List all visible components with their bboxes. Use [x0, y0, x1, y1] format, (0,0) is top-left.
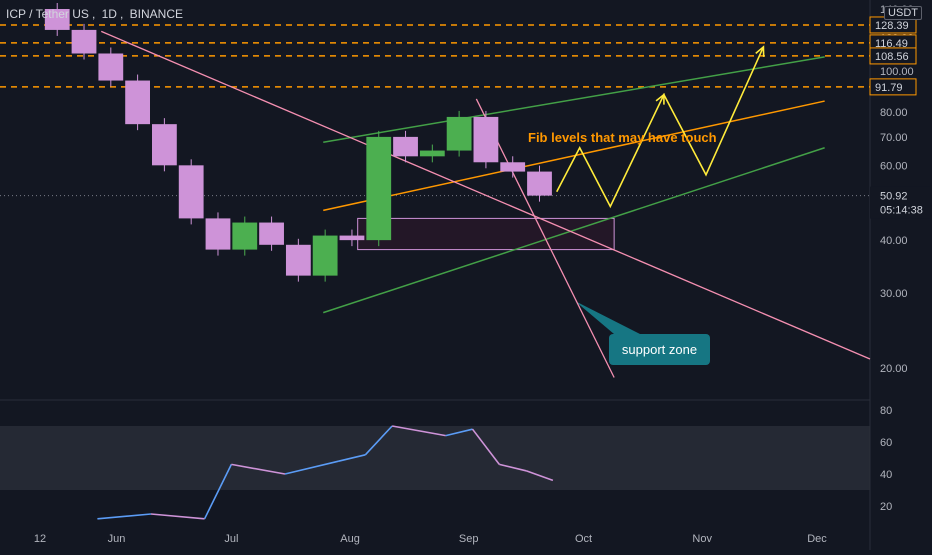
rsi-band [0, 426, 870, 490]
candle-body [500, 162, 526, 172]
rsi-segment [364, 425, 393, 456]
price-tick-label: 30.00 [880, 288, 908, 300]
rsi-segment [231, 463, 286, 475]
support-zone-callout: support zone [609, 334, 710, 365]
rsi-segment [284, 460, 339, 475]
x-tick-label: Jun [108, 533, 126, 545]
x-tick-label: Jul [224, 533, 238, 545]
fib-level-tag [869, 47, 917, 65]
candle-body [178, 165, 204, 219]
candle-body [393, 136, 418, 157]
candle-body [71, 29, 97, 54]
rsi-segment [150, 513, 205, 520]
candle-body [366, 136, 392, 241]
last-price-label: 50.92 [880, 191, 908, 203]
steep-trendline [475, 98, 615, 378]
chart-title: ICP / Tether US, 1D, BINANCE [6, 7, 183, 21]
interval-label: 1D [101, 7, 117, 21]
fib-level-label: 91.79 [875, 82, 903, 94]
projection-path [556, 46, 765, 209]
price-tick-label: 100.00 [880, 66, 914, 78]
projection-arrowhead [755, 45, 765, 57]
callout-pointer [575, 301, 640, 334]
price-tick-label: 20.00 [880, 363, 908, 375]
rsi-segment [445, 428, 473, 437]
price-tick-label: 40.00 [880, 235, 908, 247]
rsi-tick-label: 40 [880, 469, 892, 481]
price-tick-label: 60.00 [880, 160, 908, 172]
rsi-tick-label: 60 [880, 437, 892, 449]
exchange-label: BINANCE [129, 7, 183, 21]
candle-body [473, 116, 499, 163]
rsi-segment [338, 454, 366, 462]
rsi-segment [97, 513, 152, 520]
candle-body [419, 150, 445, 157]
candle-body [205, 218, 231, 250]
candle-body [527, 171, 552, 196]
channel-lower-line [323, 147, 825, 314]
descending-trendline [100, 30, 871, 360]
rsi-segment [499, 463, 527, 472]
candle-body [446, 116, 472, 151]
price-tick-label: 80.00 [880, 107, 908, 119]
x-tick-label: Aug [340, 533, 360, 545]
x-tick-label: Oct [575, 533, 592, 545]
candle-body [339, 235, 365, 241]
rsi-segment [203, 464, 233, 520]
fib-level-label: 128.39 [875, 20, 909, 32]
candle-body [232, 222, 258, 250]
candle-body [44, 9, 70, 30]
channel-mid-line [323, 100, 825, 212]
rsi-tick-label: 80 [880, 405, 892, 417]
candle-body [98, 53, 124, 81]
rsi-segment [391, 425, 446, 437]
last-price-tag [870, 186, 930, 219]
fib-level-tag [869, 78, 917, 96]
x-tick-label: 12 [34, 533, 46, 545]
candle-body [285, 244, 311, 276]
fib-level-label: 116.49 [875, 38, 908, 50]
price-tick-label: 70.00 [880, 132, 908, 144]
rsi-segment [525, 470, 554, 482]
projection-arrowhead [655, 93, 665, 105]
candle-body [259, 222, 284, 245]
x-tick-label: Nov [692, 533, 712, 545]
symbol-label: ICP / Tether US [6, 7, 89, 21]
candle-body [312, 235, 338, 276]
channel-upper-line [323, 56, 825, 143]
x-tick-label: Dec [807, 533, 827, 545]
candle-body [152, 124, 177, 166]
rsi-tick-label: 20 [880, 501, 892, 513]
candle-body [125, 80, 150, 125]
support-zone-box [357, 217, 615, 251]
fib-level-label: 108.56 [875, 51, 909, 63]
rsi-segment [471, 428, 500, 465]
x-tick-label: Sep [459, 533, 479, 545]
fib-note-annotation: Fib levels that may have touch [528, 130, 717, 145]
countdown-label: 05:14:38 [880, 205, 923, 217]
currency-badge[interactable]: USDT [884, 6, 922, 20]
